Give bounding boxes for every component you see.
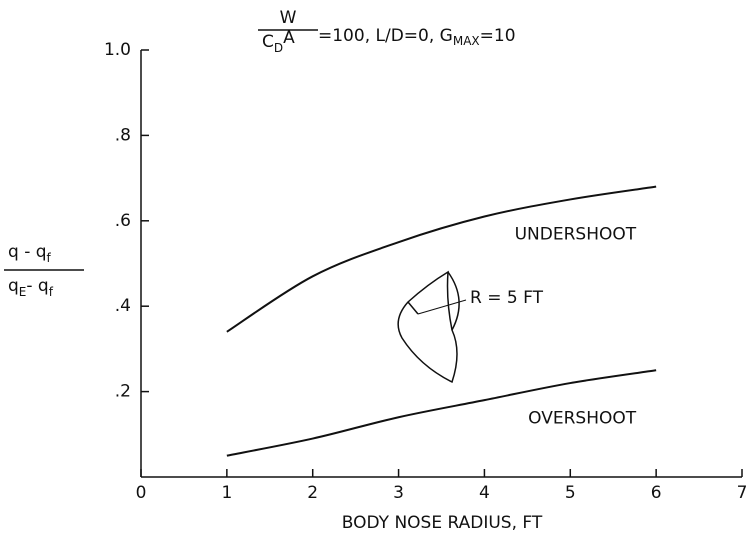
y-den-sub2: f xyxy=(49,285,54,299)
radius-line xyxy=(407,301,419,315)
y-tick-label: .6 xyxy=(115,211,131,231)
annotation: R = 5 FT xyxy=(470,288,544,308)
y-den: q xyxy=(8,276,19,296)
curve-label: OVERSHOOT xyxy=(528,408,637,428)
y-tick-label: .4 xyxy=(115,296,131,316)
title-denominator: CDA xyxy=(262,28,295,55)
y-label-denominator: qE- qf xyxy=(8,276,54,299)
y-tick-label: 1.0 xyxy=(104,40,131,60)
y-tick-label: .2 xyxy=(115,382,131,402)
x-tick-label: 4 xyxy=(479,483,490,503)
x-axis-label: BODY NOSE RADIUS, FT xyxy=(342,513,543,533)
title-text: =100, L/D=0, GMAX=10 xyxy=(318,26,516,48)
y-num-sub: f xyxy=(47,251,52,265)
x-tick-label: 0 xyxy=(136,483,147,503)
curve xyxy=(226,185,657,333)
body-outline xyxy=(397,270,458,384)
title-denominator-c: C xyxy=(262,32,274,52)
x-tick-label: 6 xyxy=(651,483,662,503)
x-tick-label: 7 xyxy=(737,483,748,503)
body-sketch xyxy=(397,270,467,384)
title-denominator-tail: A xyxy=(283,28,295,48)
title-main: =100, L/D=0, G xyxy=(318,26,453,46)
x-tick-label: 2 xyxy=(307,483,318,503)
x-tick-label: 1 xyxy=(221,483,232,503)
y-den-mid: - q xyxy=(26,276,48,296)
y-num: q - q xyxy=(8,242,47,262)
curve xyxy=(226,369,657,457)
title-numerator: W xyxy=(280,8,297,28)
title-tail: =10 xyxy=(480,26,516,46)
y-den-sub: E xyxy=(19,285,27,299)
y-tick-label: .8 xyxy=(115,125,131,145)
title-sub: MAX xyxy=(453,34,480,48)
body-edge xyxy=(447,271,460,331)
title-denominator-sub: D xyxy=(274,41,283,55)
x-tick-label: 3 xyxy=(393,483,404,503)
x-tick-label: 5 xyxy=(565,483,576,503)
annotation-leader xyxy=(417,299,467,315)
curve-label: UNDERSHOOT xyxy=(515,225,637,245)
y-label-numerator: q - qf xyxy=(8,242,52,265)
